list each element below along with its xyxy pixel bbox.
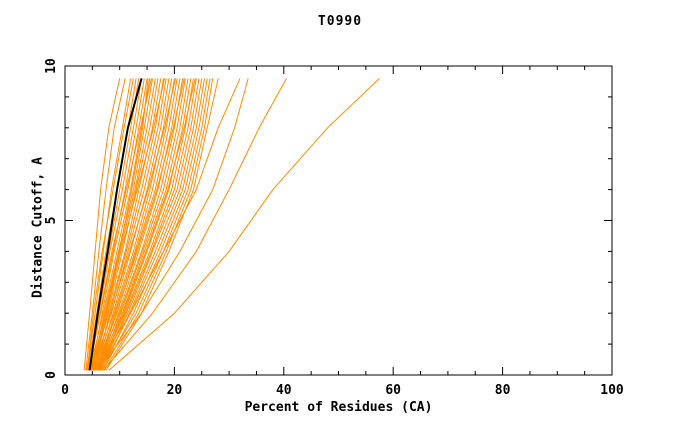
series-model-32 — [99, 78, 196, 371]
series-model-18 — [92, 78, 166, 371]
x-tick-label: 60 — [385, 383, 401, 398]
series-model-43 — [102, 78, 287, 371]
series-model-21 — [92, 78, 173, 371]
series-model-13 — [91, 78, 153, 371]
series-model-11 — [89, 78, 151, 371]
series-model-37 — [102, 78, 208, 371]
x-tick-label: 0 — [61, 383, 69, 398]
y-tick-label: 10 — [44, 58, 59, 74]
series-model-16 — [90, 78, 162, 371]
series-model-28 — [98, 78, 186, 371]
series-highlighted-model — [88, 78, 143, 371]
series-model-22 — [96, 78, 175, 371]
series-model-42 — [97, 78, 249, 371]
series-model-44 — [108, 78, 380, 371]
x-axis-label: Percent of Residues (CA) — [244, 400, 433, 415]
y-tick-label: 0 — [44, 371, 59, 379]
x-tick-label: 100 — [600, 383, 624, 398]
series-model-36 — [99, 78, 205, 371]
x-tick-label: 20 — [167, 383, 183, 398]
x-tick-label: 40 — [276, 383, 292, 398]
series-model-12 — [88, 78, 152, 371]
series-model-40 — [105, 78, 219, 371]
series-model-38 — [100, 78, 211, 371]
series-model-34 — [98, 78, 200, 371]
series-model-23 — [93, 78, 176, 371]
series-model-14 — [89, 78, 156, 371]
chart-title: T0990 — [317, 14, 363, 29]
series-model-29 — [96, 78, 189, 371]
series-model-02 — [85, 78, 126, 371]
series-model-26 — [95, 78, 184, 371]
x-tick-label: 80 — [495, 383, 511, 398]
y-tick-label: 5 — [44, 217, 59, 225]
series-model-17 — [94, 78, 164, 371]
series-model-33 — [100, 78, 197, 371]
series-model-01 — [83, 78, 121, 371]
series-model-41 — [94, 78, 241, 371]
series-model-27 — [96, 78, 185, 371]
series-model-09 — [90, 78, 148, 371]
series-model-39 — [103, 78, 214, 371]
series-model-31 — [97, 78, 194, 371]
series-model-04 — [86, 78, 134, 371]
series-model-25 — [97, 78, 181, 371]
